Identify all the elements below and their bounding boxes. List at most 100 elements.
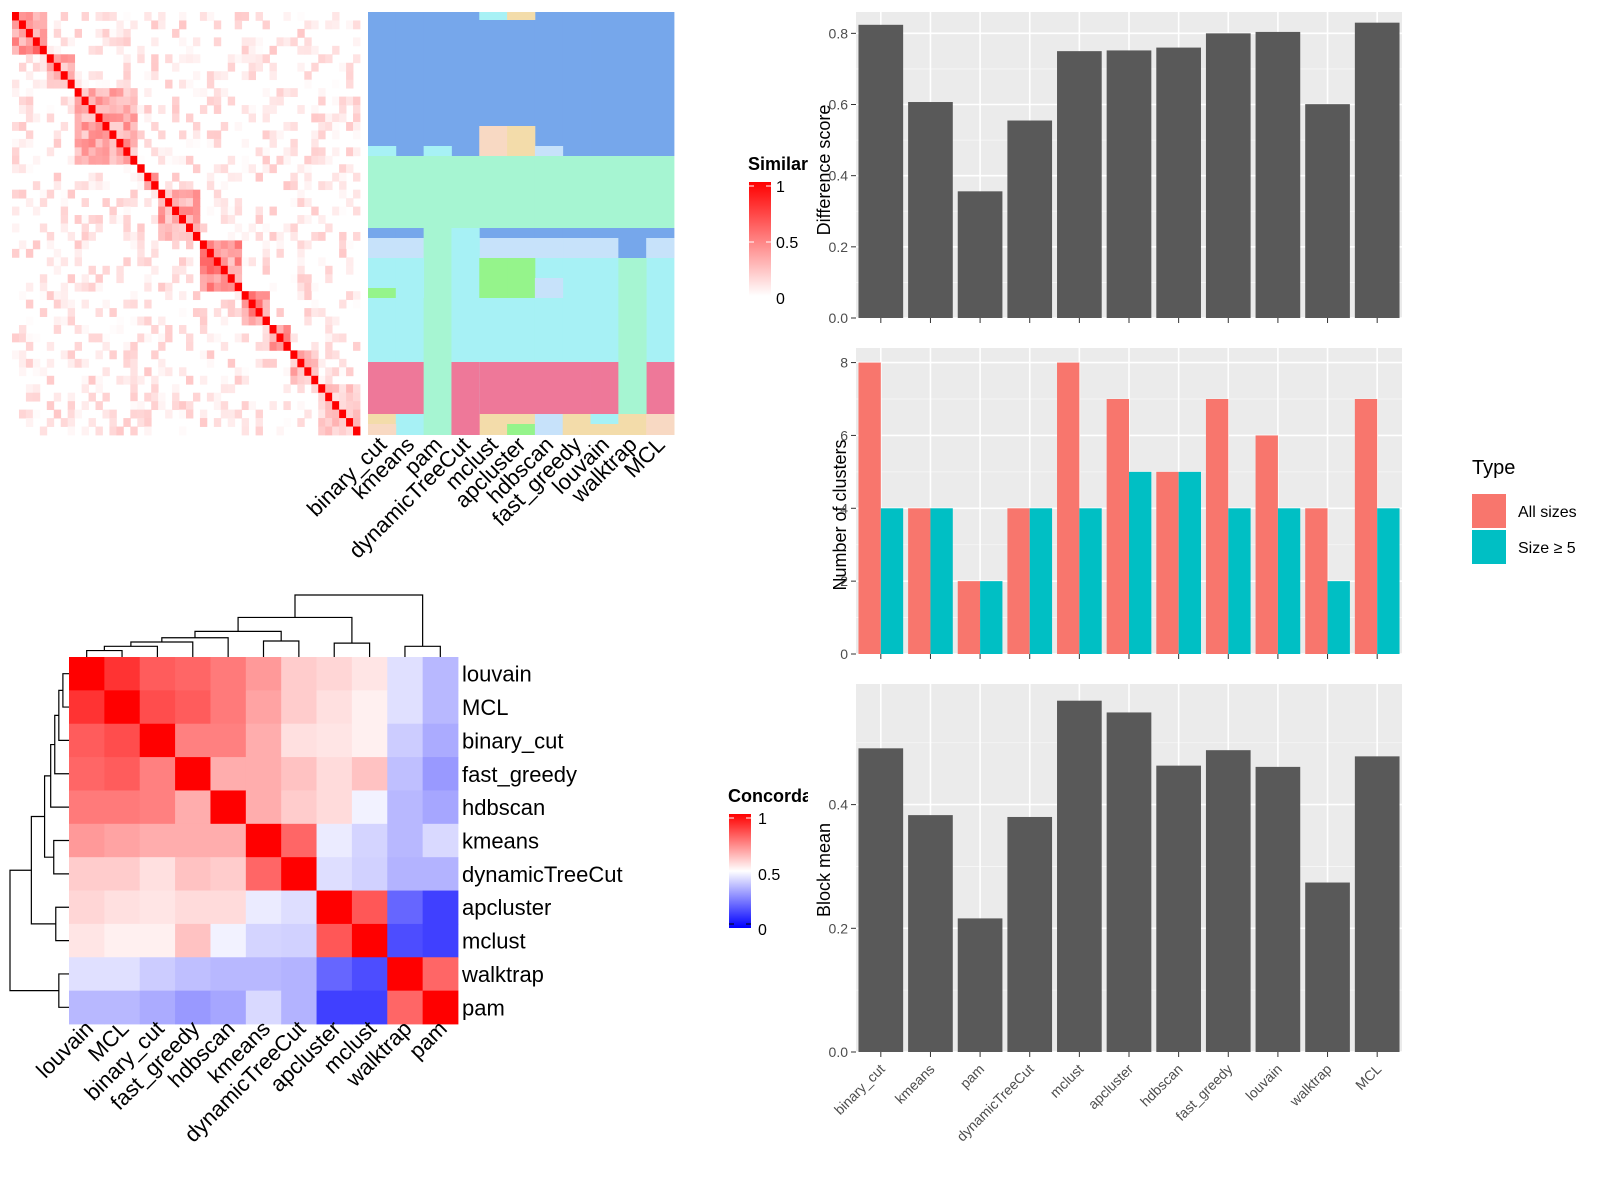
similarity-cell: [12, 37, 20, 47]
dendrogram-branch: [58, 689, 69, 742]
similarity-cell: [116, 96, 124, 106]
membership-cell: [534, 362, 564, 414]
similarity-cell: [109, 113, 117, 123]
similarity-cell: [46, 105, 55, 114]
similarity-cell: [269, 71, 277, 81]
similarity-cell: [192, 231, 201, 241]
similarity-cell: [206, 358, 215, 368]
similarity-cell: [151, 71, 159, 81]
similarity-cell: [206, 265, 215, 275]
similarity-cell: [234, 265, 243, 275]
membership-cell: [479, 126, 508, 156]
similarity-cell: [25, 88, 34, 97]
dendrogram-branch: [86, 649, 123, 657]
membership-cell: [451, 12, 480, 156]
similarity-cell: [290, 181, 298, 191]
membership-cell: [479, 414, 508, 435]
similarity-cell: [325, 375, 333, 385]
concordance-cell: [69, 657, 105, 691]
similarity-cell: [269, 164, 277, 174]
similarity-cell: [74, 181, 82, 191]
similarity-cell: [269, 282, 277, 292]
similarity-cell: [297, 198, 305, 207]
similarity-cell: [325, 409, 333, 419]
similarity-cell: [325, 401, 333, 411]
similarity-cell: [81, 155, 89, 165]
similarity-cell: [137, 418, 145, 427]
similarity-cell: [88, 147, 96, 157]
similarity-cell: [186, 215, 194, 224]
similarity-cell: [297, 282, 305, 292]
similarity-cell: [172, 392, 180, 402]
similarity-cell: [53, 409, 62, 419]
membership-cell: [618, 414, 647, 424]
membership-cell: [507, 12, 536, 20]
similarity-legend: Similarity 1 0.5 0: [748, 154, 808, 308]
similarity-cell: [95, 12, 103, 21]
similarity-cell: [12, 45, 20, 55]
similarity-cell: [39, 37, 48, 47]
similarity-cell: [318, 426, 326, 436]
similarity-cell: [12, 189, 20, 199]
similarity-cell: [158, 341, 166, 351]
similarity-cell: [32, 409, 41, 419]
similarity-cell: [311, 113, 319, 123]
similarity-cell: [18, 28, 27, 38]
similarity-cell: [304, 274, 312, 284]
similarity-cell: [18, 367, 27, 377]
similarity-cell: [67, 401, 76, 411]
similarity-cell: [220, 316, 229, 326]
similarity-cell: [325, 20, 333, 30]
similarity-cell: [311, 130, 319, 140]
similarity-cell: [332, 401, 340, 411]
similarity-cell: [192, 164, 201, 174]
similarity-cell: [248, 308, 256, 317]
similarity-cell: [353, 409, 361, 419]
bar: [1106, 50, 1152, 319]
similarity-cell: [311, 147, 319, 157]
concordance-cell: [104, 723, 141, 758]
similarity-cell: [283, 325, 291, 334]
membership-cell: [590, 156, 619, 228]
bar-size-5: [930, 508, 953, 654]
similarity-cell: [339, 113, 347, 123]
similarity-cell: [241, 367, 250, 377]
similarity-cell: [227, 206, 236, 216]
similarity-cell: [262, 316, 270, 326]
similarity-cell: [158, 155, 166, 165]
similarity-cell: [25, 164, 34, 174]
similarity-cell: [227, 248, 236, 258]
similarity-cell: [123, 215, 131, 224]
similarity-cell: [248, 316, 256, 326]
membership-cell: [646, 228, 675, 238]
concordance-cell: [351, 790, 388, 825]
similarity-cell: [332, 426, 340, 436]
similarity-cell: [46, 375, 55, 385]
similarity-cell: [220, 215, 229, 224]
y-tick-label: 4: [840, 500, 848, 516]
similarity-cell: [227, 358, 236, 368]
similarity-cell: [255, 308, 263, 317]
similarity-cell: [137, 130, 145, 140]
similarity-cell: [158, 231, 166, 241]
membership-cell: [590, 362, 619, 414]
bar-all-sizes: [1106, 399, 1129, 654]
similarity-cell: [74, 248, 82, 258]
similarity-cell: [304, 198, 312, 207]
similarity-cell: [123, 299, 131, 309]
similarity-cell: [332, 113, 340, 123]
similarity-cell: [220, 299, 229, 309]
similarity-cell: [318, 418, 326, 427]
similarity-cell: [151, 62, 159, 72]
concordance-row-label: binary_cut: [462, 728, 564, 753]
similarity-cell: [325, 392, 333, 402]
concordance-cell: [139, 857, 176, 891]
similarity-cell: [18, 409, 27, 419]
concordance-cell: [351, 923, 388, 958]
similarity-cell: [297, 358, 305, 368]
concordance-cell: [387, 990, 424, 1025]
similarity-cell: [318, 257, 326, 267]
concordance-cell: [245, 957, 282, 992]
similarity-cell: [32, 240, 41, 250]
bar-size-5: [1327, 581, 1350, 654]
